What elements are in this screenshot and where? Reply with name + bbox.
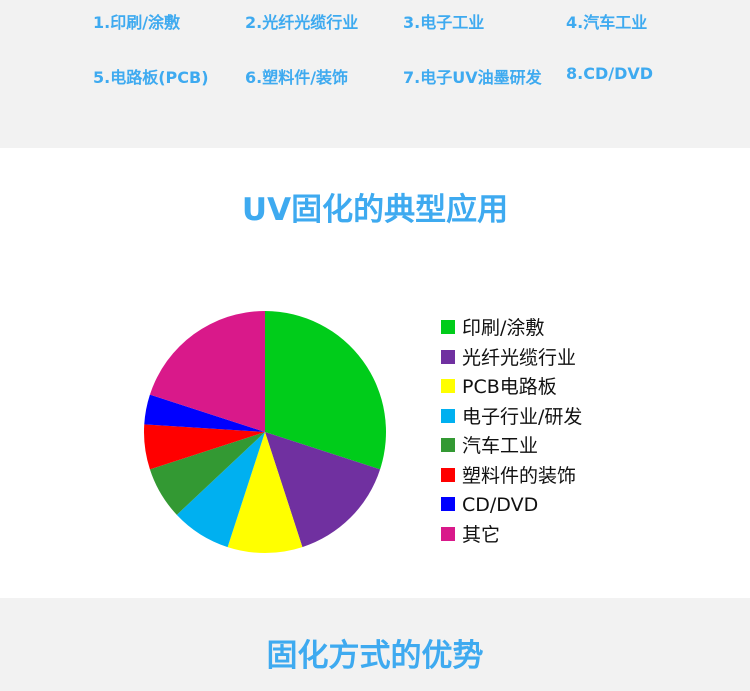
- chart-section: [0, 148, 750, 598]
- pie-slice: [227, 432, 303, 553]
- pie-slice: [144, 424, 265, 470]
- pie-slice: [265, 311, 387, 470]
- pie-slice: [265, 432, 381, 548]
- legend-label: 光纤光缆行业: [462, 346, 577, 369]
- next-section: [0, 598, 750, 691]
- legend-swatch: [441, 349, 455, 364]
- legend-item: 塑料件的装饰: [441, 465, 576, 487]
- application-item: 3.电子工业: [403, 13, 485, 32]
- legend-label: PCB电路板: [462, 376, 557, 398]
- legend-label: 塑料件的装饰: [462, 464, 577, 487]
- legend-swatch: [441, 379, 455, 393]
- pie-slice: [144, 394, 265, 432]
- pie-slice: [149, 432, 265, 515]
- legend-item: 其它: [441, 524, 500, 546]
- application-item: 8.CD/DVD: [566, 64, 654, 83]
- legend-item: PCB电路板: [441, 376, 557, 398]
- applications-panel: 1.印刷/涂敷 2.光纤光缆行业 3.电子工业 4.汽车工业 5.电路板(PCB…: [0, 0, 750, 148]
- legend-label: 汽车工业: [462, 435, 539, 457]
- pie-slice: [149, 311, 265, 432]
- legend-swatch: [441, 438, 455, 452]
- legend-item: 电子行业/研发: [441, 406, 582, 428]
- legend-item: CD/DVD: [441, 494, 538, 516]
- pie-slice: [176, 432, 265, 548]
- section-title: UV固化的典型应用: [241, 192, 509, 228]
- legend-label: 其它: [462, 523, 501, 546]
- legend-label: 电子行业/研发: [462, 405, 583, 428]
- next-section-title: 固化方式的优势: [266, 638, 484, 674]
- legend-swatch: [441, 497, 455, 511]
- application-item: 2.光纤光缆行业: [245, 13, 359, 32]
- application-item: 4.汽车工业: [566, 13, 648, 32]
- legend-swatch: [441, 408, 455, 423]
- legend-swatch: [441, 526, 455, 541]
- legend-item: 印刷/涂敷: [441, 317, 544, 339]
- application-item: 5.电路板(PCB): [93, 68, 209, 87]
- application-item: 6.塑料件/装饰: [245, 68, 349, 87]
- legend-swatch: [441, 320, 455, 334]
- legend-swatch: [441, 467, 455, 482]
- application-item: 1.印刷/涂敷: [93, 13, 181, 32]
- legend-item: 光纤光缆行业: [441, 347, 576, 369]
- legend-label: CD/DVD: [462, 494, 539, 516]
- application-item: 7.电子UV油墨研发: [403, 68, 542, 87]
- legend-label: 印刷/涂敷: [462, 317, 545, 339]
- legend-item: 汽车工业: [441, 435, 538, 457]
